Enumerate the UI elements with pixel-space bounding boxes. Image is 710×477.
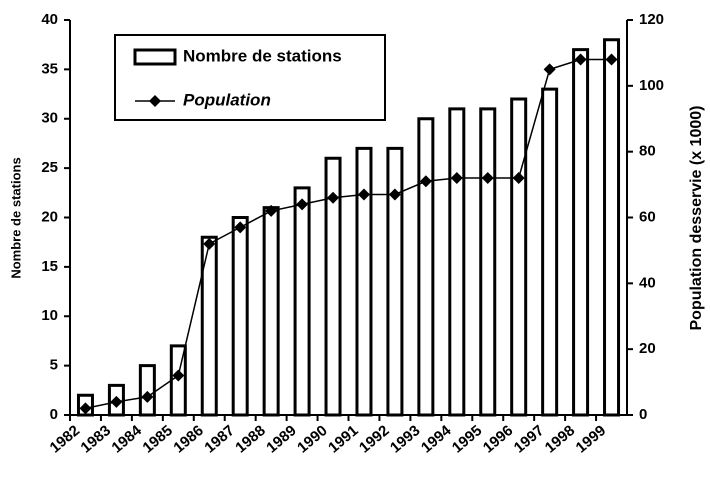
line-marker xyxy=(605,53,618,66)
x-tick-label: 1984 xyxy=(109,422,146,457)
legend-label: Population xyxy=(183,90,271,109)
bar xyxy=(200,235,218,417)
x-tick-label: 1982 xyxy=(47,422,83,456)
line-marker xyxy=(265,204,278,217)
line-marker xyxy=(357,188,370,201)
y2-axis-title: Population desservie (x 1000) xyxy=(688,106,705,331)
x-tick-label: 1991 xyxy=(325,422,361,456)
y-tick-label: 10 xyxy=(41,307,58,324)
x-tick-label: 1992 xyxy=(356,422,392,456)
y2-tick-label: 0 xyxy=(639,406,647,423)
legend-label: Nombre de stations xyxy=(183,46,342,65)
line-marker xyxy=(512,172,525,184)
y2-tick-label: 120 xyxy=(639,11,664,28)
y-tick-label: 35 xyxy=(41,60,58,77)
line-marker xyxy=(141,390,154,403)
line-marker xyxy=(172,369,185,382)
y-tick-label: 40 xyxy=(41,11,58,28)
y2-tick-label: 40 xyxy=(639,274,656,291)
line-marker xyxy=(110,395,123,408)
line-marker xyxy=(388,188,401,201)
y2-tick-label: 100 xyxy=(639,77,664,94)
bar xyxy=(293,186,311,417)
line-marker xyxy=(234,221,247,234)
bar xyxy=(541,87,559,417)
line-marker xyxy=(327,191,340,204)
line-marker xyxy=(543,63,556,76)
line-marker xyxy=(79,402,92,415)
x-tick-label: 1995 xyxy=(449,422,485,456)
bar xyxy=(603,38,621,417)
bar xyxy=(386,146,404,417)
y2-tick-label: 80 xyxy=(639,143,656,160)
x-tick-label: 1988 xyxy=(232,422,268,456)
bar xyxy=(479,107,497,417)
bar xyxy=(324,156,342,417)
line xyxy=(85,58,612,410)
y-tick-label: 25 xyxy=(41,159,58,176)
bar xyxy=(572,48,590,417)
bar xyxy=(417,117,435,417)
line-marker xyxy=(203,237,216,250)
bar xyxy=(138,364,156,417)
x-tick-label: 1983 xyxy=(78,422,114,456)
line-marker xyxy=(296,198,309,211)
line-marker xyxy=(450,172,463,184)
line-marker xyxy=(419,175,432,188)
y-tick-label: 15 xyxy=(41,258,58,275)
y-tick-label: 0 xyxy=(50,406,58,423)
legend-swatch xyxy=(133,48,177,66)
x-tick-label: 1999 xyxy=(573,422,609,456)
x-tick-label: 1993 xyxy=(387,422,423,456)
y2-tick-label: 60 xyxy=(639,208,656,225)
x-tick-label: 1987 xyxy=(201,422,237,456)
bar xyxy=(355,146,373,417)
x-tick-label: 1997 xyxy=(511,422,547,456)
line-marker xyxy=(481,172,494,184)
x-tick-label: 1989 xyxy=(263,422,299,456)
y-tick-label: 20 xyxy=(41,208,58,225)
x-tick-label: 1996 xyxy=(480,422,516,456)
x-tick-label: 1985 xyxy=(139,422,175,456)
legend-swatch xyxy=(149,95,161,107)
bar xyxy=(448,107,466,417)
x-tick-label: 1994 xyxy=(418,422,455,457)
line-marker xyxy=(574,53,587,66)
bar xyxy=(510,97,528,417)
x-tick-label: 1998 xyxy=(542,422,578,456)
y-tick-label: 30 xyxy=(41,110,58,127)
x-tick-label: 1990 xyxy=(294,422,330,456)
x-tick-label: 1986 xyxy=(170,422,206,456)
y-tick-label: 5 xyxy=(50,357,58,374)
y-axis-title: Nombre de stations xyxy=(8,157,23,278)
bar xyxy=(262,206,280,417)
bar xyxy=(231,216,249,417)
y2-tick-label: 20 xyxy=(639,340,656,357)
